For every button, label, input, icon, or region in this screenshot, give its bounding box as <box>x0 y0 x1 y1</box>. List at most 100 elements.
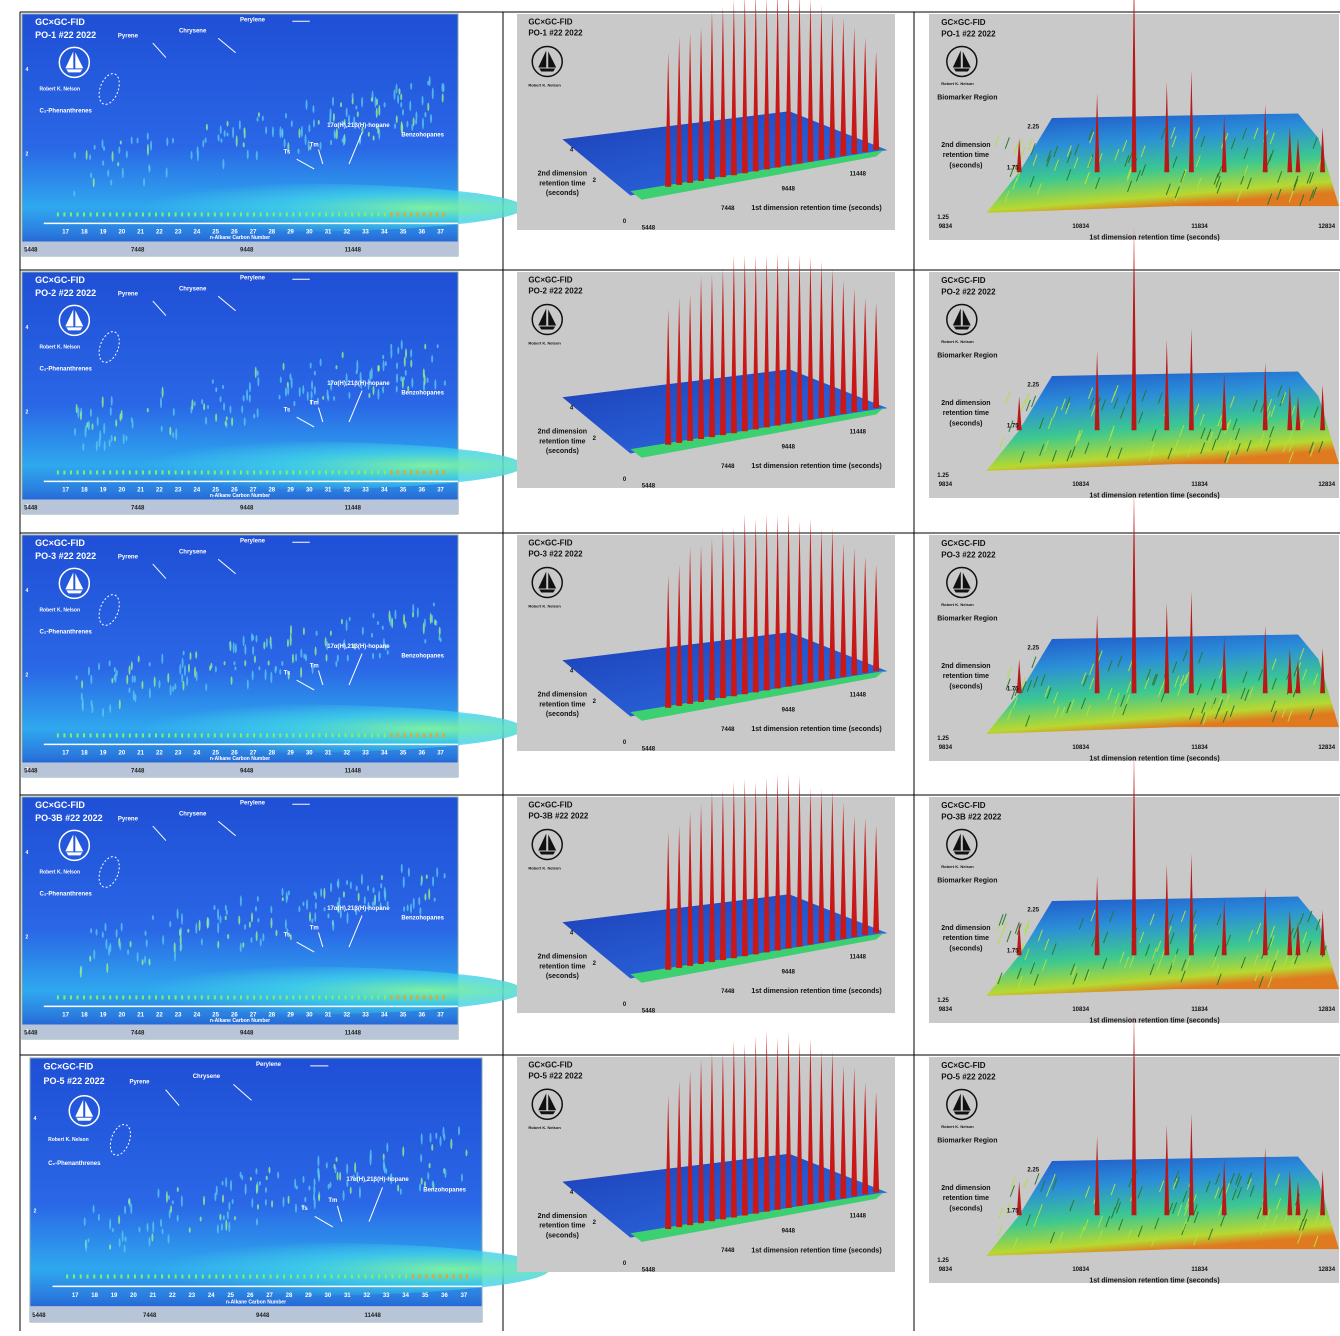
carbon-number: 36 <box>418 750 425 756</box>
peak-spot <box>204 137 207 144</box>
peak-spot <box>374 96 377 108</box>
peak-spot <box>396 362 399 370</box>
surface-ridge <box>1007 708 1013 721</box>
carbon-number: 23 <box>175 750 182 756</box>
alkane-spike <box>687 546 694 704</box>
alkane-spot <box>161 212 164 217</box>
alkane-spot <box>325 212 328 217</box>
surface-ridge <box>1181 959 1187 972</box>
instrument-title: GC×GC-FID <box>528 18 572 27</box>
peak-spot <box>248 921 251 928</box>
peak-spot <box>323 907 326 912</box>
peak-spot <box>146 407 149 413</box>
peak-spot <box>390 344 393 349</box>
peak-spot <box>400 121 403 134</box>
surface-ridge <box>1215 175 1221 188</box>
biomarker-spike <box>1287 648 1293 694</box>
peak-spot <box>230 676 233 685</box>
carbon-number: 19 <box>100 487 107 493</box>
peak-spot <box>444 1168 447 1178</box>
surface-ridge <box>1224 1182 1230 1195</box>
surface-ridge <box>1122 140 1128 152</box>
peak-spot <box>309 145 312 150</box>
peak-spot <box>284 387 287 397</box>
peak-spot <box>224 420 227 426</box>
surface-ridge <box>1288 440 1294 452</box>
peak-spot <box>148 164 151 171</box>
alkane-spot <box>344 470 347 475</box>
carbon-number: 18 <box>91 1293 98 1299</box>
peak-spot <box>101 139 104 149</box>
biomarker-surface <box>986 113 1339 213</box>
alkane-spot <box>445 1274 448 1279</box>
alkane-spot <box>351 470 354 475</box>
logo-ship <box>952 833 971 855</box>
surface-ridge <box>1205 1180 1211 1193</box>
peak-spot <box>465 1149 468 1157</box>
carbon-number: 18 <box>81 750 88 756</box>
author: Robert K. Nelson <box>528 340 561 345</box>
alkane-spot <box>331 995 334 1000</box>
alkane-spike <box>774 773 781 951</box>
carbon-number: 35 <box>400 229 407 235</box>
surface-ridge <box>1145 944 1151 956</box>
carbon-number: 31 <box>325 1012 332 1018</box>
surface-ridge <box>1034 1173 1040 1185</box>
peak-spot <box>123 1244 126 1254</box>
surface-ridge <box>1196 177 1202 190</box>
leader-line <box>217 295 236 312</box>
axis-strip <box>22 241 458 256</box>
alkane-spot <box>213 995 216 1000</box>
surface-ridge <box>1171 954 1177 966</box>
biomarker-spike <box>1320 648 1326 694</box>
alkane-spike <box>851 815 858 937</box>
alkane-spot <box>272 212 275 217</box>
leader-line <box>217 820 236 837</box>
sample-name: PO-1 #22 2022 <box>941 29 996 38</box>
peak-spot <box>223 130 226 138</box>
alkane-spot <box>102 995 105 1000</box>
peak-spot <box>255 1183 258 1195</box>
peak-spot <box>225 909 228 916</box>
alkane-spot <box>109 995 112 1000</box>
biomarker-spike <box>1320 385 1326 431</box>
alkane-spike <box>752 518 759 693</box>
peak-spot <box>255 930 258 942</box>
peak-spot <box>343 639 346 648</box>
peak-spot <box>144 930 147 937</box>
instrument-title: GC×GC-FID <box>528 539 572 548</box>
peak-spot <box>436 344 439 349</box>
alkane-spike <box>829 14 836 158</box>
alkane-spot <box>188 1274 191 1279</box>
alkane-spot <box>256 1274 258 1279</box>
alkane-spot <box>416 995 419 1000</box>
surface-ridge <box>1208 431 1214 444</box>
alkane-spike <box>829 790 836 941</box>
compound-label: Chrysene <box>179 287 207 293</box>
alkane-spot <box>109 212 112 217</box>
peak-spot <box>195 671 198 682</box>
biomarker-spike <box>1094 93 1100 173</box>
surface-ridge <box>1321 1216 1327 1228</box>
axis-label: retention time <box>539 180 585 187</box>
x-tick-label: 9448 <box>256 1313 270 1319</box>
alkane-spot <box>213 212 216 217</box>
leader-line <box>152 300 167 316</box>
surface-ridge <box>1289 958 1295 971</box>
peak-spot <box>287 1195 290 1204</box>
peak-spot <box>219 125 222 135</box>
axis-label: 2nd dimension <box>538 954 587 961</box>
x-tick-label: 11448 <box>345 1031 362 1037</box>
alkane-spot <box>272 995 275 1000</box>
surface-ridge <box>1196 683 1202 696</box>
peak-spot <box>228 1221 231 1233</box>
peak-spot <box>113 667 116 673</box>
alkane-spot <box>76 995 79 1000</box>
x-tick-label: 7448 <box>131 1031 145 1037</box>
x-tick-label: 11448 <box>364 1313 381 1319</box>
surface-ridge <box>1169 932 1175 945</box>
peak-spot <box>281 660 284 667</box>
alkane-spot <box>194 212 197 217</box>
peak-spot <box>98 662 101 671</box>
alkane-spike <box>719 1052 726 1220</box>
